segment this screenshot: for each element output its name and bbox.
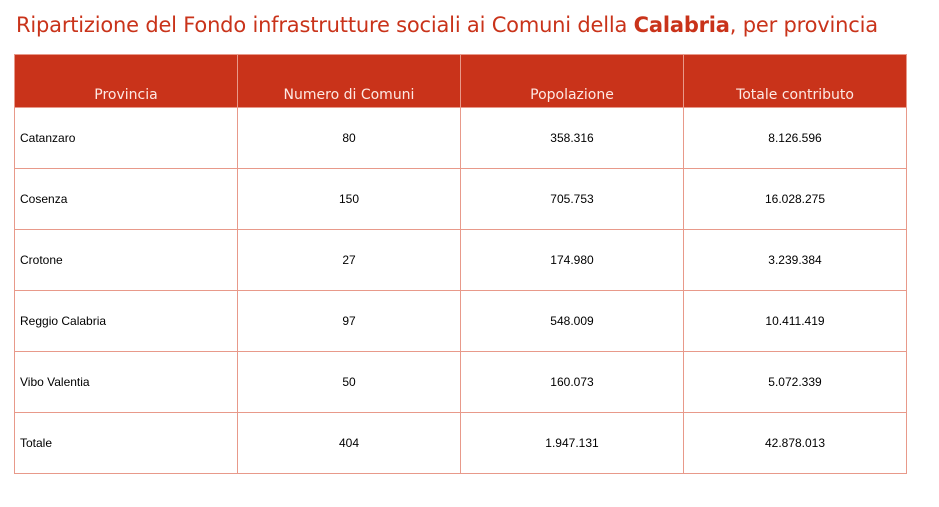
table-row: Crotone 27 174.980 3.239.384 xyxy=(14,229,907,291)
table-row: Totale 404 1.947.131 42.878.013 xyxy=(14,412,907,474)
table-row: Reggio Calabria 97 548.009 10.411.419 xyxy=(14,290,907,352)
table-cell: 358.316 xyxy=(460,107,684,169)
table-cell: Reggio Calabria xyxy=(14,290,238,352)
table-row: Vibo Valentia 50 160.073 5.072.339 xyxy=(14,351,907,413)
title-suffix: , per provincia xyxy=(729,13,878,37)
table-cell: 404 xyxy=(237,412,461,474)
table-cell: 27 xyxy=(237,229,461,291)
table-cell: 548.009 xyxy=(460,290,684,352)
table-cell: 8.126.596 xyxy=(683,107,907,169)
table-cell: Totale xyxy=(14,412,238,474)
table-cell: 705.753 xyxy=(460,168,684,230)
table-cell: Vibo Valentia xyxy=(14,351,238,413)
table-row: Catanzaro 80 358.316 8.126.596 xyxy=(14,107,907,169)
column-header: Provincia xyxy=(14,54,238,108)
table-header-row: Provincia Numero di Comuni Popolazione T… xyxy=(14,54,907,108)
title-text: Ripartizione del Fondo infrastrutture so… xyxy=(16,13,634,37)
table-cell: 174.980 xyxy=(460,229,684,291)
table-cell: 10.411.419 xyxy=(683,290,907,352)
table-cell: 160.073 xyxy=(460,351,684,413)
table-cell: 1.947.131 xyxy=(460,412,684,474)
table-cell: 80 xyxy=(237,107,461,169)
table-cell: 16.028.275 xyxy=(683,168,907,230)
table-cell: 5.072.339 xyxy=(683,351,907,413)
title-region: Calabria xyxy=(633,13,730,37)
column-header: Numero di Comuni xyxy=(237,54,461,108)
table-cell: 97 xyxy=(237,290,461,352)
table-cell: Crotone xyxy=(14,229,238,291)
table-cell: Cosenza xyxy=(14,168,238,230)
table-cell: 50 xyxy=(237,351,461,413)
table-cell: 150 xyxy=(237,168,461,230)
table-cell: 42.878.013 xyxy=(683,412,907,474)
contribution-table: Provincia Numero di Comuni Popolazione T… xyxy=(14,54,907,474)
table-row: Cosenza 150 705.753 16.028.275 xyxy=(14,168,907,230)
page-title: Ripartizione del Fondo infrastrutture so… xyxy=(16,13,878,37)
table-cell: 3.239.384 xyxy=(683,229,907,291)
column-header: Totale contributo xyxy=(683,54,907,108)
column-header: Popolazione xyxy=(460,54,684,108)
table-cell: Catanzaro xyxy=(14,107,238,169)
